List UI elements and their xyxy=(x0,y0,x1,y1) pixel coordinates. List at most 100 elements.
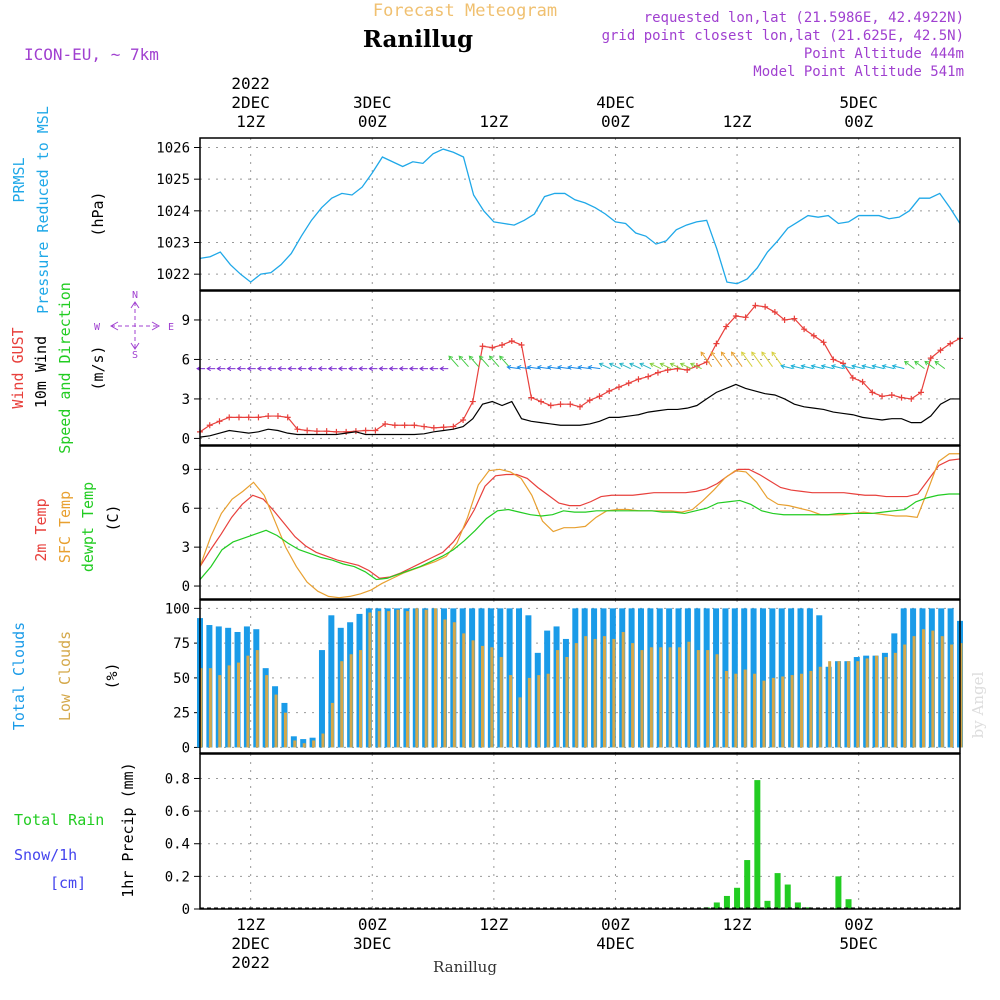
wind-arrow xyxy=(588,366,601,370)
gust-marker xyxy=(323,428,330,435)
info-model-altitude: Model Point Altitude 541m xyxy=(753,64,964,80)
product-title: Forecast Meteogram xyxy=(373,1,557,21)
gust-marker xyxy=(421,423,428,430)
wind-arrow xyxy=(468,355,480,367)
bar-total-cloud xyxy=(318,650,325,748)
wind-arrowhead xyxy=(904,360,909,366)
bar-low-cloud xyxy=(771,677,775,748)
bar-low-cloud xyxy=(724,670,728,748)
bar-precip xyxy=(764,900,771,909)
bar-low-cloud xyxy=(818,666,822,748)
wind-arrow xyxy=(721,351,733,367)
wind-arrowhead xyxy=(337,366,343,372)
wind-arrow xyxy=(507,366,520,370)
wind-arrow xyxy=(771,351,784,367)
bar-low-cloud xyxy=(621,631,625,748)
ytick-label: 1023 xyxy=(156,236,190,252)
gust-marker xyxy=(606,388,613,395)
bar-low-cloud xyxy=(715,654,719,748)
top-time-label: 00Z xyxy=(358,112,387,131)
bottom-time-label: 00Z xyxy=(844,915,873,934)
gust-marker xyxy=(810,332,817,339)
bar-low-cloud xyxy=(349,654,353,748)
gust-marker xyxy=(489,344,496,351)
gust-marker xyxy=(235,414,242,421)
bar-low-cloud xyxy=(593,638,597,748)
wind-arrowhead xyxy=(689,362,695,368)
gust-marker xyxy=(460,416,467,423)
precip-snow-label: Snow/1h xyxy=(14,846,77,864)
gust-marker xyxy=(391,422,398,429)
wind-gust-label: Wind GUST xyxy=(9,327,27,408)
panel-frame-3 xyxy=(199,599,961,754)
bar-low-cloud xyxy=(330,702,334,748)
bottom-time-label: 12Z xyxy=(723,915,752,934)
bar-precip xyxy=(845,899,852,909)
gust-marker xyxy=(284,414,291,421)
gust-marker xyxy=(791,315,798,322)
gust-marker xyxy=(625,380,632,387)
wind-arrow xyxy=(761,351,773,367)
wind-arrowhead xyxy=(348,366,353,372)
wind-arrow xyxy=(568,366,581,370)
wind-arrowhead xyxy=(934,360,940,366)
clouds-unit: (%) xyxy=(103,662,121,689)
bar-low-cloud xyxy=(602,636,606,748)
wind-arrowhead xyxy=(861,364,867,369)
bar-low-cloud xyxy=(293,740,297,748)
wind-arrowhead xyxy=(506,364,512,370)
bottom-time-label: 4DEC xyxy=(596,934,635,953)
wind-arrow xyxy=(650,363,662,370)
info-requested: requested lon,lat (21.5986E, 42.4922N) xyxy=(644,10,964,26)
wind-arrow xyxy=(499,355,510,367)
gust-marker xyxy=(947,340,954,347)
gust-marker xyxy=(528,394,535,401)
bar-low-cloud xyxy=(443,619,447,748)
pressure-label-prmsl: PRMSL xyxy=(10,157,28,202)
gust-marker xyxy=(937,347,944,354)
wind-arrow xyxy=(751,351,763,367)
gust-marker xyxy=(255,414,262,421)
series-prmsl xyxy=(199,148,961,285)
ytick-label: 0.6 xyxy=(165,804,190,820)
wind-arrowhead xyxy=(669,362,675,368)
wind-arrowhead xyxy=(914,360,919,366)
wind-arrowhead xyxy=(841,364,846,369)
gust-marker xyxy=(469,398,476,405)
bar-low-cloud xyxy=(499,657,503,748)
wind-arrowhead xyxy=(710,351,716,357)
series-temp-2m xyxy=(199,458,961,579)
wind-arrowhead xyxy=(830,364,836,369)
bar-low-cloud xyxy=(875,655,879,748)
gust-marker xyxy=(664,366,671,373)
series-wind-10m xyxy=(199,383,960,438)
wind-arrowhead xyxy=(780,364,786,369)
wind-arrowhead xyxy=(297,366,303,372)
ytick-label: 3 xyxy=(182,540,190,556)
bar-low-cloud xyxy=(274,694,278,748)
wind-arrowhead xyxy=(720,351,726,357)
bar-low-cloud xyxy=(199,668,203,748)
ytick-label: 1024 xyxy=(156,204,190,220)
gust-marker xyxy=(226,414,233,421)
bar-low-cloud xyxy=(678,647,682,748)
ytick-label: 0.8 xyxy=(165,771,190,787)
gust-marker xyxy=(577,403,583,410)
wind-arrow xyxy=(609,363,621,370)
info-point-altitude: Point Altitude 444m xyxy=(804,46,964,62)
wind-arrowhead xyxy=(488,355,494,361)
ytick-label: 75 xyxy=(173,636,190,652)
wind-arrowhead xyxy=(226,366,232,372)
bar-low-cloud xyxy=(518,697,522,748)
wind-arrowhead xyxy=(468,355,474,361)
bar-low-cloud xyxy=(781,676,785,748)
bar-low-cloud xyxy=(799,673,803,748)
bar-low-cloud xyxy=(405,611,409,748)
gust-marker xyxy=(801,326,808,333)
wind-unit: (m/s) xyxy=(89,345,107,390)
bar-low-cloud xyxy=(424,609,428,748)
panel-frame-1 xyxy=(199,290,961,446)
ytick-label: 0.2 xyxy=(165,869,190,885)
gust-marker xyxy=(216,418,223,425)
bar-low-cloud xyxy=(359,650,363,748)
